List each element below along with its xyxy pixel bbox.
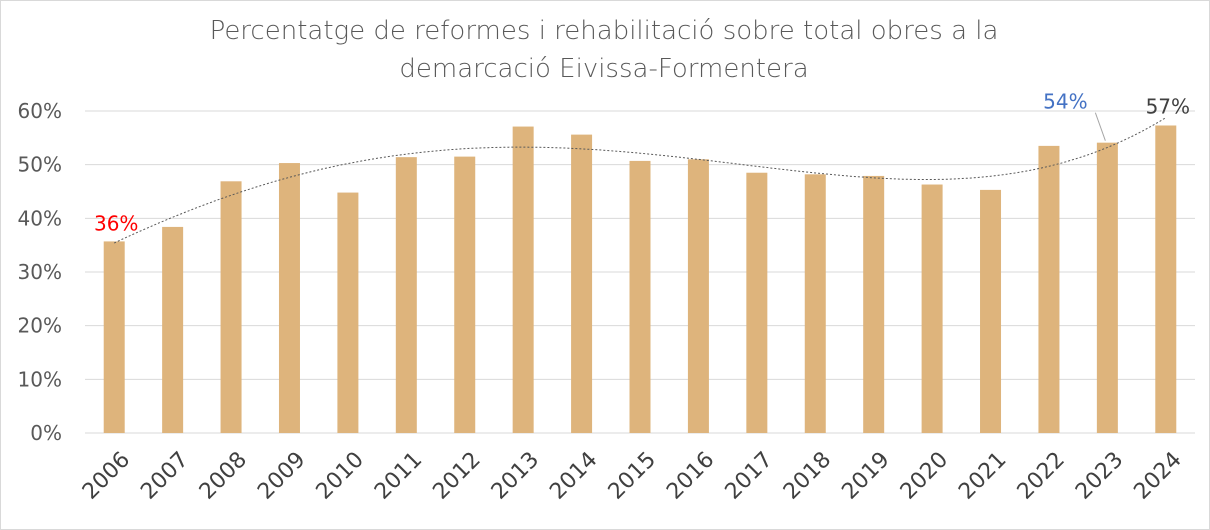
chart-title: Percentatge de reformes i rehabilitació … [0,12,1208,88]
bar [337,192,359,433]
y-tick-label: 40% [18,206,62,230]
bar [1038,145,1060,433]
chart-title-line-1: Percentatge de reformes i rehabilitació … [209,16,999,46]
bar [980,189,1002,433]
x-tick-label: 2007 [136,447,193,504]
y-tick-label: 30% [18,260,62,284]
bar [512,126,534,434]
data-label: 57% [1146,94,1190,118]
bar [1155,125,1177,434]
x-tick-label: 2008 [195,447,252,504]
x-tick-label: 2018 [779,447,836,504]
x-tick-label: 2011 [370,447,427,504]
chart-title-line-2: demarcació Eivissa-Formentera [399,54,809,84]
y-tick-label: 0% [30,421,62,445]
x-tick-label: 2023 [1071,447,1128,504]
data-label-leader [1094,112,1106,141]
x-tick-label: 2017 [721,447,778,504]
bar [395,157,417,434]
x-tick-label: 2012 [428,447,485,504]
trendline [113,117,1167,244]
bar [220,181,242,433]
bar [162,226,184,433]
bar [746,172,768,433]
x-tick-label: 2024 [1130,447,1187,504]
x-tick-label: 2006 [78,447,135,504]
bar [278,163,300,433]
bar [629,160,651,433]
data-label: 36% [94,211,138,235]
bar [454,156,476,433]
bar [103,241,125,433]
bar [687,159,709,434]
y-tick-label: 10% [18,367,62,391]
x-tick-label: 2021 [954,447,1011,504]
x-tick-label: 2015 [604,447,661,504]
x-tick-label: 2022 [1013,447,1070,504]
y-tick-label: 20% [18,314,62,338]
bar [804,174,826,433]
x-tick-label: 2019 [837,447,894,504]
y-tick-label: 50% [18,153,62,177]
bar [571,134,593,433]
bar [863,175,885,434]
data-label: 54% [1043,90,1087,114]
x-tick-label: 2009 [253,447,310,504]
x-tick-label: 2013 [487,447,544,504]
x-tick-label: 2014 [545,447,602,504]
x-tick-label: 2020 [896,447,953,504]
bar [1096,142,1118,433]
y-tick-label: 60% [18,99,62,123]
x-tick-label: 2010 [312,447,369,504]
x-tick-label: 2016 [662,447,719,504]
bar [921,184,943,433]
